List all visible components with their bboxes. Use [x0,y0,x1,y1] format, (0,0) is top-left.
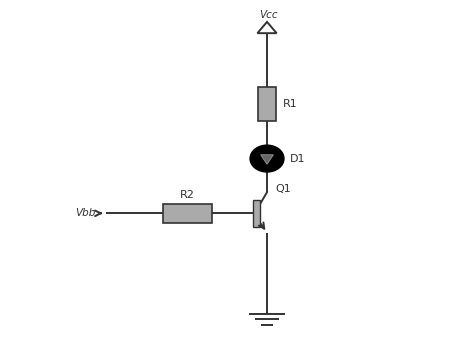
Ellipse shape [250,145,284,172]
Bar [163,204,212,222]
Text: Vcc: Vcc [259,10,278,20]
Polygon shape [261,155,273,164]
Text: R1: R1 [283,99,297,109]
Bar [258,87,276,121]
Text: Vbb: Vbb [75,208,96,218]
Text: D1: D1 [291,153,306,163]
Text: R2: R2 [180,190,195,200]
Bar [253,200,260,226]
Text: Q1: Q1 [276,184,292,194]
